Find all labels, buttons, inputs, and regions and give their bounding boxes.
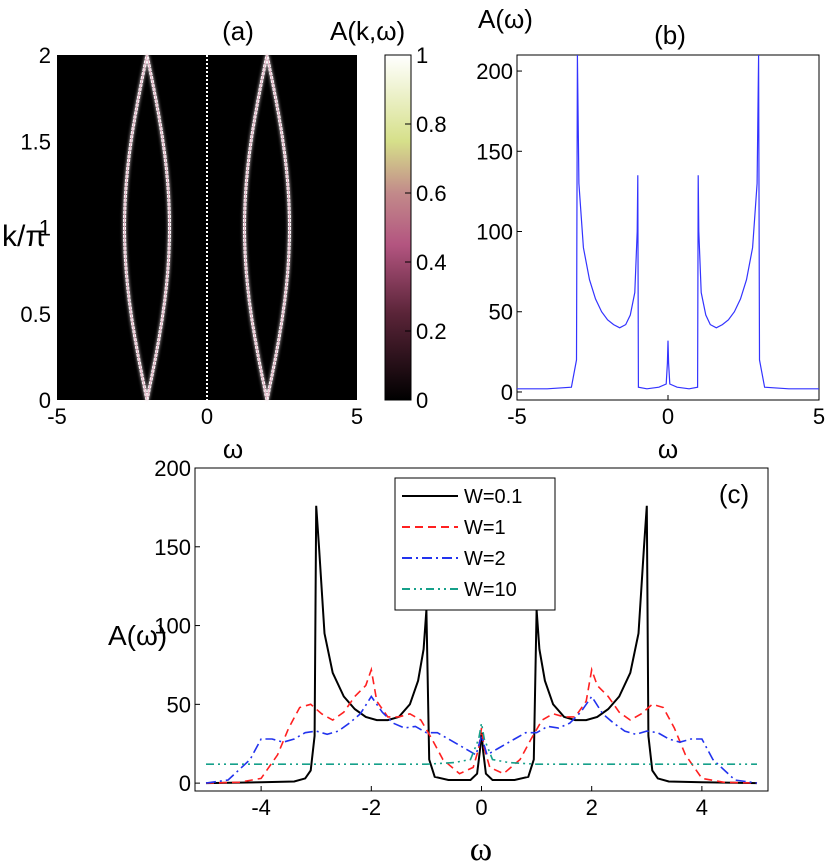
panel-b-xtick-label: 0 [662, 404, 674, 429]
panel-a-xlabel: ω [223, 434, 243, 464]
legend-entry-label: W=2 [464, 548, 506, 570]
panel-b-xtick-label: 5 [813, 404, 825, 429]
panel-c-xtick-label: -4 [251, 795, 271, 820]
heatmap-bands [123, 54, 291, 401]
colorbar-tick-label: 0 [416, 388, 428, 413]
series-line-w-10 [206, 723, 757, 765]
panel-c-xlabel: ω [470, 831, 492, 867]
panel-b-ytick-label: 50 [489, 300, 513, 325]
panel-a-label: (a) [222, 16, 254, 46]
colorbar [384, 54, 412, 401]
panel-b-xlabel: ω [658, 434, 678, 464]
colorbar-tick-label: 0.2 [416, 319, 447, 344]
panel-b-ytick-label: 100 [476, 220, 513, 245]
panel-b-ylabel: A(ω) [478, 4, 533, 34]
colorbar-title: A(k,ω) [330, 16, 405, 46]
panel-b-label: (b) [654, 20, 686, 50]
heatmap-band-core-2 [266, 54, 291, 401]
panel-a-xtick-label: 0 [201, 404, 213, 429]
panel-b-yticks: 0 50 100 150 200 [476, 59, 522, 405]
panel-a-ytick-label: 0.5 [20, 302, 51, 327]
panel-c-ytick-label: 100 [154, 614, 191, 639]
panel-c-ytick-label: 50 [167, 692, 191, 717]
legend-entry-label: W=0.1 [464, 486, 522, 508]
panel-a-ytick-label: 2 [39, 43, 51, 68]
legend-entry-label: W=1 [464, 517, 506, 539]
panel-c-xticks: -4 -2 0 2 4 [251, 786, 708, 820]
panel-c-yticks: 0 50 100 150 200 [154, 456, 200, 796]
panel-c-ytick-label: 150 [154, 535, 191, 560]
panel-b-ytick-label: 0 [501, 380, 513, 405]
panel-c-xtick-label: -2 [362, 795, 382, 820]
panel-a-xtick-label: -5 [47, 404, 67, 429]
panel-a-ytick-label: 1.5 [20, 129, 51, 154]
panel-c-xtick-label: 0 [475, 795, 487, 820]
panel-c-xtick-label: 2 [586, 795, 598, 820]
panel-b-xtick-label: -5 [507, 404, 527, 429]
heatmap-band-core-3 [243, 54, 268, 401]
legend-entry-label: W=10 [464, 579, 517, 601]
colorbar-tick-label: 1 [416, 43, 428, 68]
panel-c: (c) -4 -2 0 2 4 0 50 100 150 200 A(ω) ω W=0.1 W=1… [108, 456, 769, 867]
panel-c-ytick-label: 0 [179, 771, 191, 796]
legend: W=0.1 W=1 W=2 W=10 [394, 477, 556, 611]
panel-b-xticks: -5 0 5 [507, 395, 825, 429]
panel-b-ytick-label: 150 [476, 139, 513, 164]
colorbar-tick-label: 0.4 [416, 250, 447, 275]
panel-a-ylabel: k/π [2, 220, 46, 253]
panel-a-xtick-label: 5 [351, 404, 363, 429]
series-line-w-2 [205, 695, 758, 784]
series-line-w-1 [205, 666, 758, 784]
panel-c-ylabel: A(ω) [108, 620, 167, 651]
panel-c-label: (c) [719, 479, 749, 509]
panel-b-series-line [517, 54, 819, 390]
panel-c-xtick-label: 4 [696, 795, 708, 820]
panel-a: (a) A(k,ω) -5 0 5 00.511.52 ω k/π 00.20.40… [2, 16, 447, 464]
panel-a-xticks: -5 0 5 [47, 404, 363, 429]
panel-a-ytick-label: 1 [39, 216, 51, 241]
colorbar-tick-label: 0.8 [416, 112, 447, 137]
heatmap-band-core-0 [146, 54, 171, 401]
colorbar-tick-label: 0.6 [416, 181, 447, 206]
panel-a-ytick-label: 0 [39, 388, 51, 413]
colorbar-ticks: 0 0.2 0.4 0.6 0.8 1 [405, 43, 447, 413]
panel-c-series [205, 505, 758, 785]
heatmap-band-core-1 [123, 54, 148, 401]
panel-c-ytick-label: 200 [154, 456, 191, 481]
panel-b-ytick-label: 200 [476, 59, 513, 84]
panel-a-yticks: 0 0.5 1 1.5 2 [20, 43, 51, 413]
